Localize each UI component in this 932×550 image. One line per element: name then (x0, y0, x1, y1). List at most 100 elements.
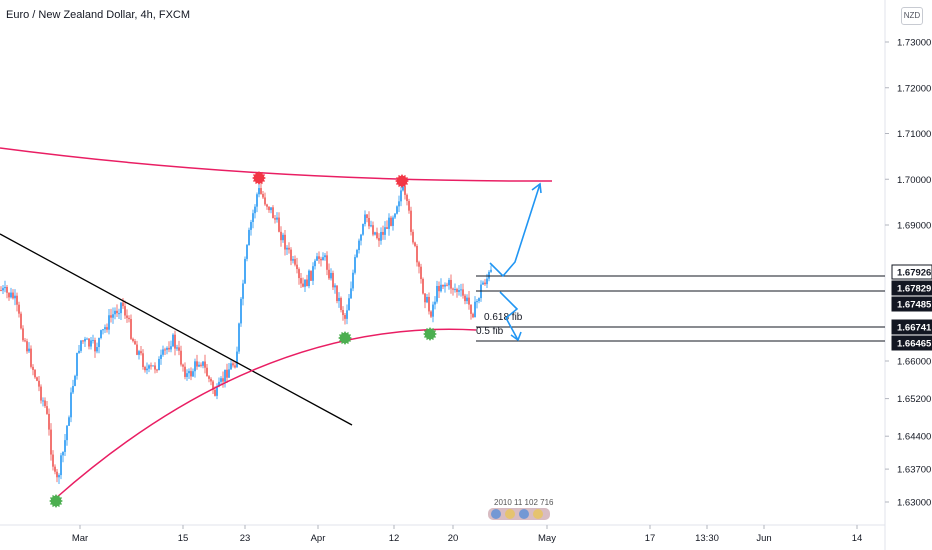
price-tick-label: 1.71000 (897, 129, 931, 140)
candle-body (84, 338, 86, 342)
candle-body (306, 279, 308, 287)
candle-body (392, 217, 394, 226)
candle-body (148, 365, 150, 369)
candle-body (410, 210, 412, 232)
time-tick-label: 20 (448, 533, 459, 544)
time-axis[interactable]: Mar 15 23 Apr 12 20 May 17 13:30 Jun 14 (72, 525, 862, 544)
candle-body (456, 289, 458, 292)
price-axis[interactable]: 1.73000 1.72000 1.71000 1.70000 1.69000 1.660… (885, 38, 931, 509)
candle-body (24, 340, 26, 342)
bullish-projection-arrow[interactable] (489, 183, 541, 278)
price-tick-label: 1.66000 (897, 357, 931, 368)
candle-body (414, 242, 416, 246)
candle-body (176, 347, 178, 349)
candle-body (298, 269, 300, 279)
time-tick-label: Apr (311, 533, 326, 544)
swing-high-marker[interactable] (252, 171, 266, 185)
candle-body (44, 400, 46, 407)
price-tag-label: 1.67829 (897, 284, 931, 295)
price-tick-label: 1.70000 (897, 175, 931, 186)
candle-body (326, 255, 328, 270)
candle-body (182, 364, 184, 367)
candle-body (302, 283, 304, 287)
candle-body (490, 269, 492, 272)
candle-body (188, 371, 190, 374)
candle-body (130, 319, 132, 339)
candle-body (86, 338, 88, 340)
candle-body (260, 188, 262, 194)
candle-body (322, 257, 324, 261)
candle-body (220, 378, 222, 382)
currency-button[interactable]: NZD (901, 7, 923, 25)
candle-body (474, 301, 476, 318)
support-curve[interactable] (55, 328, 477, 499)
candle-body (0, 290, 2, 291)
candle-body (10, 292, 12, 298)
candle-body (38, 380, 40, 387)
candle-body (466, 297, 468, 302)
swing-high-marker[interactable] (395, 174, 409, 188)
candle-body (186, 373, 188, 377)
candle-body (68, 417, 70, 426)
candle-body (470, 304, 472, 314)
candle-body (158, 358, 160, 371)
candle-body (330, 272, 332, 279)
swing-low-marker[interactable] (49, 494, 63, 508)
candle-body (28, 348, 30, 352)
candle-body (418, 262, 420, 267)
candle-body (294, 259, 296, 265)
resistance-curve[interactable] (0, 147, 553, 182)
candle-body (434, 301, 436, 305)
candle-body (476, 301, 478, 303)
candle-body (338, 297, 340, 302)
candle-body (460, 289, 462, 291)
candle-body (210, 378, 212, 382)
candle-body (370, 225, 372, 227)
candle-body (6, 286, 8, 293)
time-tick-label: May (538, 533, 556, 544)
time-tick-label: Jun (756, 533, 771, 544)
candle-body (258, 188, 260, 195)
candle-body (438, 285, 440, 292)
candle-body (136, 344, 138, 355)
descending-trendline[interactable] (0, 233, 353, 426)
candle-body (78, 350, 80, 353)
price-tag-label: 1.66741 (897, 323, 932, 334)
candle-body (320, 258, 322, 261)
candle-body (240, 298, 242, 324)
candle-body (66, 425, 68, 441)
candle-body (50, 429, 52, 455)
candle-body (448, 279, 450, 286)
candle-body (426, 296, 428, 303)
time-tick-label: Mar (72, 533, 88, 544)
candle-body (484, 282, 486, 285)
candle-body (248, 229, 250, 246)
candle-body (318, 256, 320, 259)
candle-body (358, 240, 360, 251)
swing-low-marker[interactable] (423, 327, 437, 341)
pullback-projection-arrow[interactable] (499, 291, 519, 341)
candle-body (304, 279, 306, 287)
candle-body (160, 354, 162, 359)
candle-body (478, 298, 480, 302)
candle-body (278, 217, 280, 232)
candle-body (420, 266, 422, 279)
candle-body (356, 250, 358, 258)
candle-body (374, 232, 376, 235)
candle-body (152, 365, 154, 367)
candle-body (162, 349, 164, 355)
candle-body (402, 186, 404, 191)
candle-body (22, 328, 24, 341)
candle-body (366, 214, 368, 218)
candle-body (132, 338, 134, 342)
candle-body (90, 340, 92, 347)
candle-body (58, 475, 60, 478)
swing-low-marker[interactable] (338, 331, 352, 345)
candle-body (194, 361, 196, 372)
price-tick-label: 1.65200 (897, 394, 931, 405)
candle-body (72, 385, 74, 393)
candle-body (134, 341, 136, 345)
candle-body (284, 234, 286, 250)
